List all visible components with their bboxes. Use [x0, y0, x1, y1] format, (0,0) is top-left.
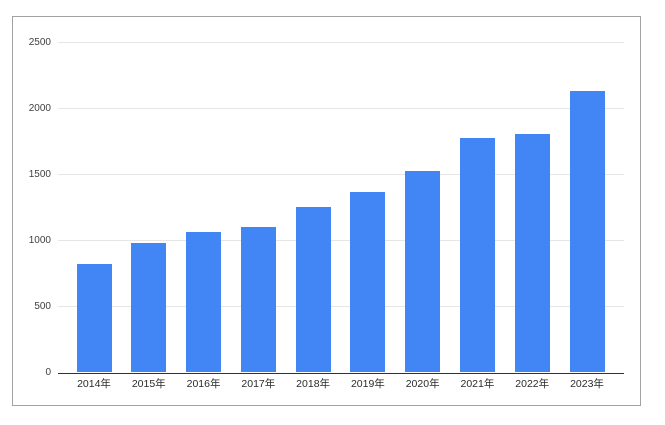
- y-axis-tick-label: 1500: [28, 169, 51, 180]
- x-axis-tick-label: 2018年: [296, 378, 331, 390]
- bar-2014年: [76, 263, 112, 372]
- bar-2017年: [240, 226, 276, 372]
- x-axis-line: [58, 373, 624, 374]
- bar-2015年: [131, 242, 167, 372]
- x-axis-tick-label: 2019年: [350, 378, 385, 390]
- bar-2016年: [186, 232, 222, 372]
- x-axis-tick-label: 2016年: [186, 378, 221, 390]
- x-axis-tick-label: 2022年: [515, 378, 550, 390]
- y-axis-tick-label: 1000: [28, 235, 51, 246]
- y-axis-tick-label: 2500: [28, 37, 51, 48]
- bar-2018年: [295, 207, 331, 372]
- x-axis-tick-label: 2020年: [405, 378, 440, 390]
- x-axis-tick-label: 2023年: [570, 378, 604, 390]
- gridline: [58, 42, 624, 43]
- gridline: [58, 240, 624, 241]
- gridline: [58, 306, 624, 307]
- plot-area: [58, 42, 624, 374]
- x-axis-tick-label: 2014年: [77, 378, 111, 390]
- y-axis-tick-label: 500: [34, 301, 51, 312]
- bar-2020年: [405, 171, 441, 372]
- bar-2022年: [514, 134, 550, 372]
- bar-2023年: [569, 90, 605, 372]
- chart-card: 0 500 1000 1500 2000 2500 2014年 2015年 2016年 2017…: [12, 16, 641, 406]
- bar-2021年: [459, 138, 495, 372]
- bar-2019年: [350, 192, 386, 372]
- y-axis-tick-label: 2000: [28, 103, 51, 114]
- y-axis-tick-label: 0: [45, 367, 51, 378]
- x-axis-tick-label: 2017年: [241, 378, 276, 390]
- gridline: [58, 108, 624, 109]
- x-axis-tick-label: 2015年: [131, 378, 166, 390]
- gridline: [58, 174, 624, 175]
- x-axis-tick-label: 2021年: [460, 378, 495, 390]
